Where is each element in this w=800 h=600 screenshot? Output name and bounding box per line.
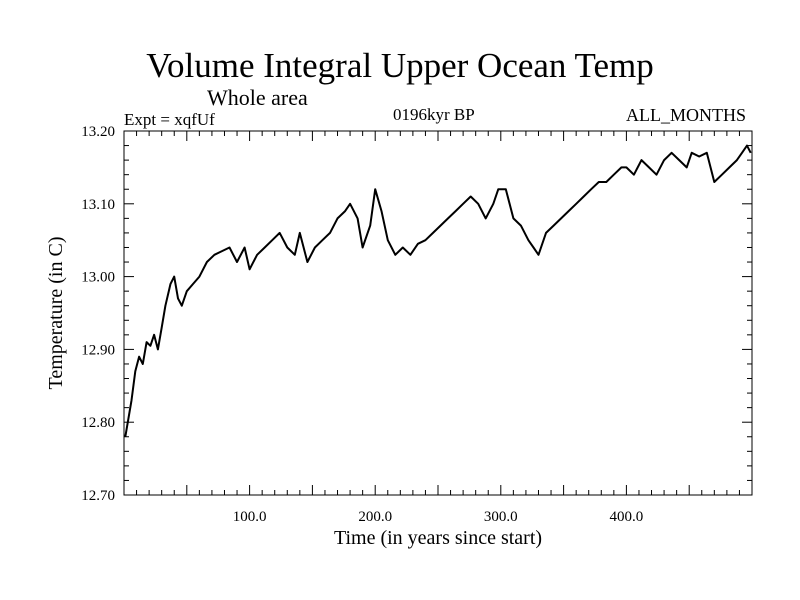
- y-tick-label: 12.80: [81, 415, 115, 431]
- y-tick-label: 13.10: [81, 197, 115, 213]
- x-tick-label: 300.0: [484, 509, 518, 525]
- y-tick-label: 12.70: [81, 488, 115, 504]
- y-tick-label: 13.00: [81, 270, 115, 286]
- y-tick-label: 13.20: [81, 124, 115, 140]
- plot-frame: [123, 130, 753, 496]
- axis-ticks: [124, 131, 752, 495]
- y-axis-label: Temperature (in C): [45, 237, 67, 390]
- x-tick-label: 200.0: [358, 509, 392, 525]
- period-label: 0196kyr BP: [393, 105, 475, 124]
- y-tick-label: 12.90: [81, 342, 115, 358]
- months-label: ALL_MONTHS: [626, 105, 746, 125]
- experiment-label: Expt = xqfUf: [124, 110, 215, 129]
- chart-subtitle: Whole area: [207, 85, 308, 110]
- chart-title: Volume Integral Upper Ocean Temp: [146, 46, 654, 85]
- temperature-series-line: [124, 144, 752, 437]
- x-tick-label: 100.0: [233, 509, 267, 525]
- x-axis-label: Time (in years since start): [334, 527, 542, 549]
- tick-labels: 100.0 200.0 300.0 400.0 12.70 12.80 12.90 13.00…: [81, 124, 643, 525]
- x-tick-label: 400.0: [610, 509, 644, 525]
